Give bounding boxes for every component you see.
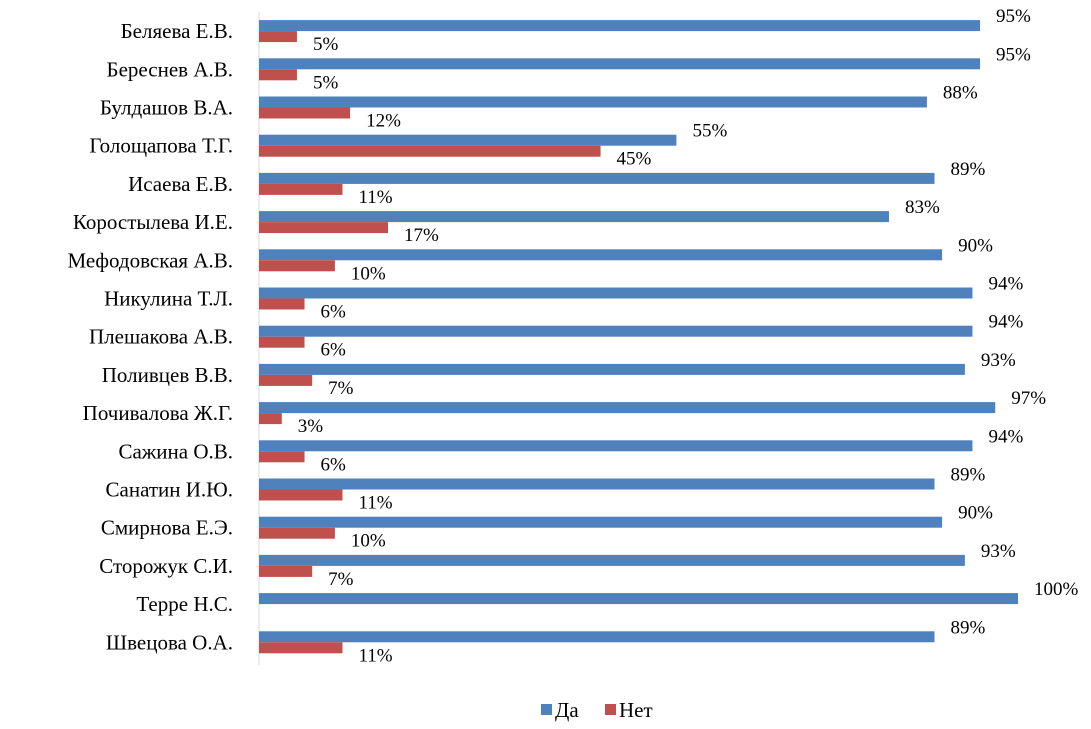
category-label: Почивалова Ж.Г. (83, 401, 233, 425)
data-label-net: 11% (358, 187, 392, 208)
data-label-da: 95% (996, 6, 1031, 27)
bar-net (259, 489, 343, 501)
bar-da (259, 402, 996, 414)
category-label: Мефодовская А.В. (67, 248, 233, 272)
bar-net (259, 69, 297, 81)
bar-net (259, 336, 305, 348)
data-label-da: 55% (692, 121, 727, 142)
data-label-net: 10% (351, 531, 386, 552)
category-label: Коростылева И.Е. (73, 210, 233, 234)
category-label: Смирнова Е.Э. (101, 516, 233, 540)
bar-net (259, 374, 313, 386)
bar-net (259, 260, 335, 272)
bar-net (259, 145, 601, 157)
data-label-net: 6% (321, 302, 347, 323)
bar-net (259, 183, 343, 195)
data-label-da: 95% (996, 44, 1031, 65)
data-label-net: 6% (321, 454, 347, 475)
legend: Да Нет (541, 698, 653, 722)
data-label-net: 5% (313, 34, 339, 55)
data-label-da: 97% (1011, 388, 1046, 409)
category-label: Сажина О.В. (118, 439, 233, 463)
bar-da (259, 134, 677, 146)
bar-da (259, 211, 889, 223)
data-label-da: 90% (958, 235, 993, 256)
legend-label: Нет (619, 698, 653, 722)
data-label-net: 12% (366, 111, 401, 132)
bar-da (259, 172, 935, 184)
data-label-net: 7% (328, 378, 354, 399)
category-label: Сторожук С.И. (99, 554, 233, 578)
data-label-da: 100% (1034, 579, 1079, 600)
data-label-da: 94% (988, 426, 1023, 447)
bar-da (259, 325, 973, 337)
data-label-net: 10% (351, 263, 386, 284)
bar-da (259, 249, 943, 261)
data-label-da: 89% (951, 159, 986, 180)
bar-da (259, 593, 1018, 605)
data-label-net: 7% (328, 569, 354, 590)
data-label-da: 89% (951, 465, 986, 486)
legend-swatch (541, 704, 552, 715)
data-label-da: 93% (981, 350, 1016, 371)
bar-da (259, 96, 927, 108)
category-label: Булдашов В.А. (100, 96, 233, 120)
data-label-da: 83% (905, 197, 940, 218)
data-label-net: 3% (298, 416, 324, 437)
data-label-da: 94% (988, 312, 1023, 333)
bar-net (259, 642, 343, 654)
category-label: Плешакова А.В. (89, 325, 233, 349)
bar-da (259, 440, 973, 452)
bar-net (259, 107, 351, 119)
category-label: Исаева Е.В. (128, 172, 233, 196)
bar-net (259, 527, 335, 539)
bar-net (259, 413, 282, 425)
data-label-da: 89% (951, 617, 986, 638)
bar-da (259, 631, 935, 643)
data-label-da: 88% (943, 83, 978, 104)
bar-da (259, 58, 981, 70)
bar-net (259, 565, 313, 577)
data-label-da: 94% (988, 274, 1023, 295)
bar-da (259, 287, 973, 299)
category-label: Никулина Т.Л. (104, 287, 233, 311)
bar-da (259, 554, 965, 566)
category-label: Голощапова Т.Г. (89, 134, 233, 158)
data-label-net: 6% (321, 340, 347, 361)
data-label-da: 90% (958, 503, 993, 524)
bar-da (259, 478, 935, 490)
category-label: Терре Н.С. (136, 592, 233, 616)
legend-swatch (605, 704, 616, 715)
category-label: Береснев А.В. (107, 57, 233, 81)
data-label-da: 93% (981, 541, 1016, 562)
data-label-net: 45% (617, 149, 652, 170)
bar-da (259, 363, 965, 375)
category-label: Санатин И.Ю. (106, 478, 234, 502)
legend-label: Да (555, 698, 579, 722)
bar-net (259, 298, 305, 310)
category-label: Беляева Е.В. (121, 19, 233, 43)
bar-da (259, 20, 981, 32)
data-label-net: 17% (404, 225, 439, 246)
category-label: Поливцев В.В. (102, 363, 233, 387)
bar-net (259, 222, 389, 234)
data-label-net: 11% (358, 645, 392, 666)
bar-net (259, 451, 305, 463)
bar-net (259, 31, 297, 43)
category-label: Швецова О.А. (106, 630, 233, 654)
data-label-net: 11% (358, 493, 392, 514)
bar-da (259, 516, 943, 528)
data-label-net: 5% (313, 72, 339, 93)
